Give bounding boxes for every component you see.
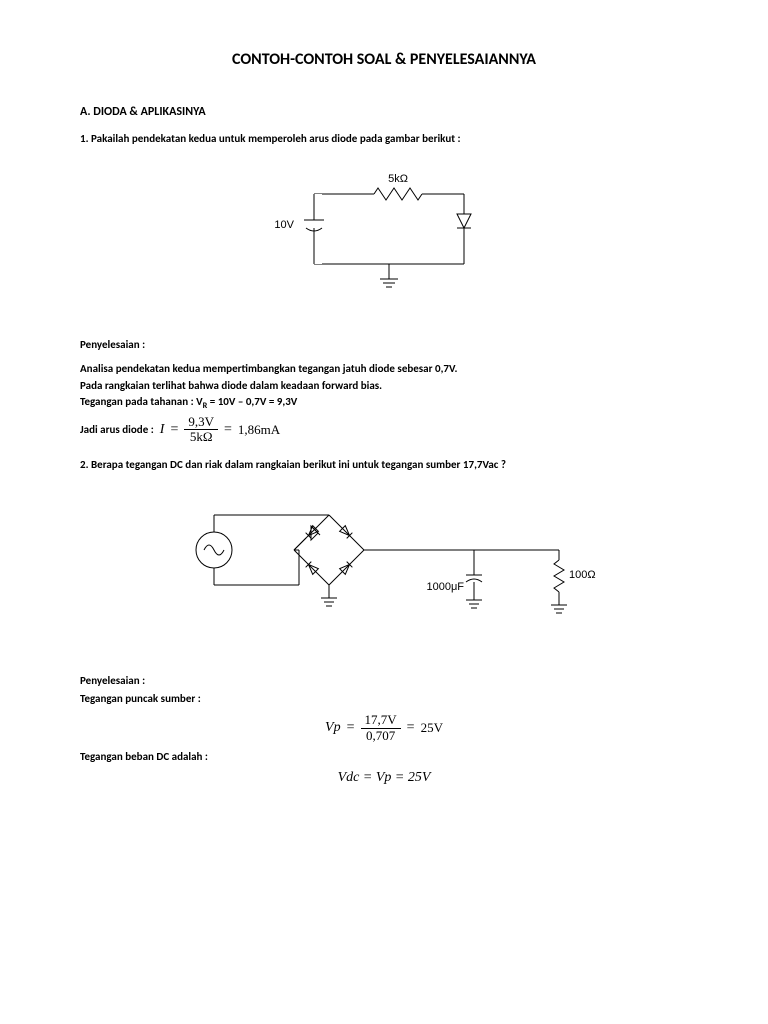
page-title: CONTOH-CONTOH SOAL & PENYELESAIANNYA [80, 50, 688, 69]
q2-equation-1: Vp = 17,7V 0,707 = 25V [80, 713, 688, 743]
document-page: CONTOH-CONTOH SOAL & PENYELESAIANNYA A. … [0, 0, 768, 1024]
q2-solution-label: Penyelesaian : [80, 674, 688, 687]
capacitor-label: 1000μF [426, 581, 464, 593]
circuit-diagram-1: 5kΩ 10V [80, 164, 688, 314]
q1-solution-label: Penyelesaian : [80, 338, 688, 351]
q1-line2: Pada rangkaian terlihat bahwa diode dala… [80, 378, 688, 395]
q1-line1: Analisa pendekatan kedua mempertimbangka… [80, 361, 688, 378]
circuit-svg-2: 1000μF 100Ω [164, 490, 604, 650]
q1-line3: Tegangan pada tahanan : VR = 10V – 0,7V … [80, 394, 688, 413]
question-2-text: 2. Berapa tegangan DC dan riak dalam ran… [80, 457, 688, 472]
q1-equation: Jadi arus diode : I = 9,3V 5kΩ = 1,86mA [80, 415, 688, 445]
q2-line2: Tegangan beban DC adalah : [80, 749, 688, 766]
load-resistor-label: 100Ω [569, 569, 596, 581]
q2-equation-2: Vdc = Vp = 25V [80, 770, 688, 786]
resistor-label: 5kΩ [388, 173, 408, 185]
question-1-text: 1. Pakailah pendekatan kedua untuk mempe… [80, 131, 688, 146]
circuit-svg-1: 5kΩ 10V [254, 164, 514, 314]
section-a-heading: A. DIODA & APLIKASINYA [80, 105, 688, 119]
source-label: 10V [274, 219, 294, 231]
circuit-diagram-2: 1000μF 100Ω [80, 490, 688, 650]
q2-line1: Tegangan puncak sumber : [80, 691, 688, 708]
